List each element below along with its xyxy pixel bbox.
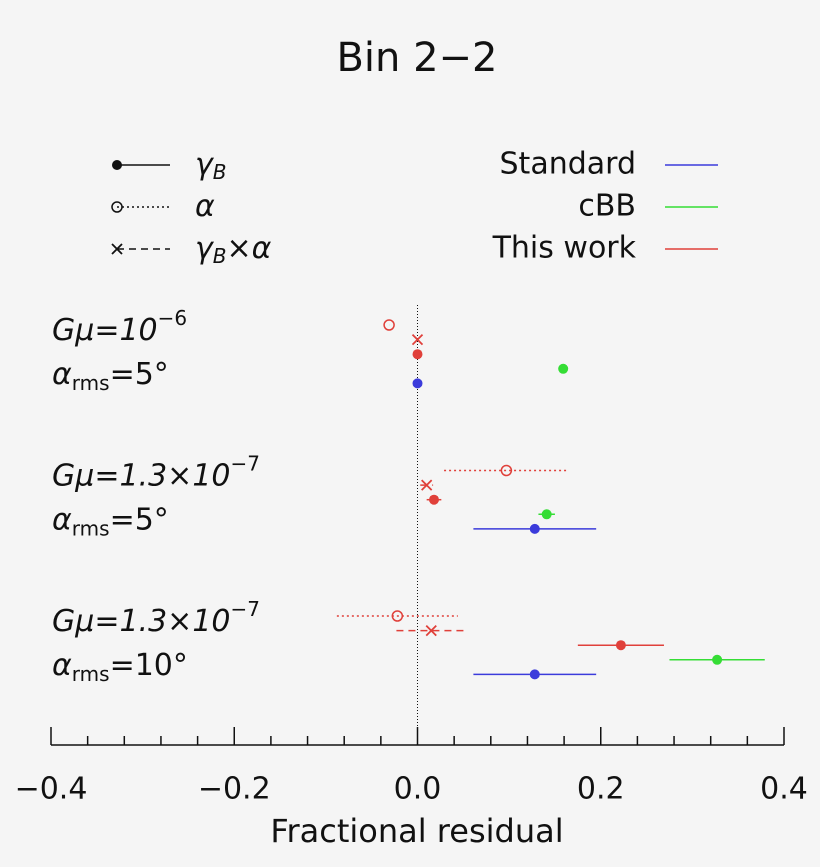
legend-label: Standard	[500, 147, 636, 182]
x-tick-label: −0.4	[15, 772, 88, 807]
x-tick-label: 0.0	[394, 772, 442, 807]
group-label-sub: rms	[72, 371, 110, 395]
group-label: Gμ=10−6	[52, 306, 187, 348]
group-label: αrms=5°	[52, 357, 169, 395]
point	[112, 160, 122, 170]
group-label-sup: −7	[231, 451, 260, 475]
group-label-main: α	[52, 502, 72, 537]
point	[111, 243, 123, 255]
point	[541, 509, 552, 520]
chart-title: Bin 2−2	[336, 35, 497, 81]
point	[529, 523, 540, 534]
legend-label: γB×α	[195, 231, 272, 268]
x-tick-label: 0.4	[760, 772, 808, 807]
legend-label-base: γ	[195, 231, 215, 266]
point	[412, 378, 423, 389]
x-axis-label: Fractional residual	[270, 812, 563, 850]
legend-label: α	[195, 189, 215, 224]
point	[391, 610, 404, 622]
legend-label-suffix: ×α	[227, 231, 272, 266]
legend-label-base: γ	[195, 147, 215, 182]
group-label-main: α	[52, 648, 72, 683]
point	[111, 201, 123, 213]
group-label-rest: =10°	[110, 648, 188, 683]
group-label-main: Gμ=1.3×10	[52, 604, 231, 639]
point	[529, 669, 540, 680]
group-label-main: Gμ=1.3×10	[52, 458, 231, 493]
group-label-rest: =5°	[110, 357, 169, 392]
legend-label: γB	[195, 147, 227, 184]
group-label-main: α	[52, 357, 72, 392]
legend-label-sub: B	[213, 160, 227, 184]
x-tick-label: −0.2	[198, 772, 271, 807]
legend-label: cBB	[578, 189, 636, 224]
point	[428, 494, 439, 505]
group-label-rest: =5°	[110, 502, 169, 537]
x-tick-label: 0.2	[577, 772, 625, 807]
group-label-sup: −6	[158, 306, 187, 330]
point	[412, 349, 423, 360]
group-label: Gμ=1.3×10−7	[52, 451, 260, 493]
point	[411, 333, 424, 346]
group-label: αrms=5°	[52, 502, 169, 540]
point	[558, 363, 569, 374]
point	[712, 654, 723, 665]
group-label-sup: −7	[231, 597, 260, 621]
point	[615, 640, 626, 651]
legend-label: This work	[492, 231, 637, 266]
point	[425, 624, 437, 637]
point	[500, 464, 513, 477]
legend-label-base: α	[195, 189, 215, 224]
group-label: αrms=10°	[52, 648, 188, 686]
legend-label-sub: B	[213, 244, 227, 268]
point	[421, 479, 433, 491]
group-label-sub: rms	[72, 516, 110, 540]
group-label-sub: rms	[72, 662, 110, 686]
group-label: Gμ=1.3×10−7	[52, 597, 260, 639]
group-label-main: Gμ=10	[52, 313, 158, 348]
point	[383, 319, 395, 331]
